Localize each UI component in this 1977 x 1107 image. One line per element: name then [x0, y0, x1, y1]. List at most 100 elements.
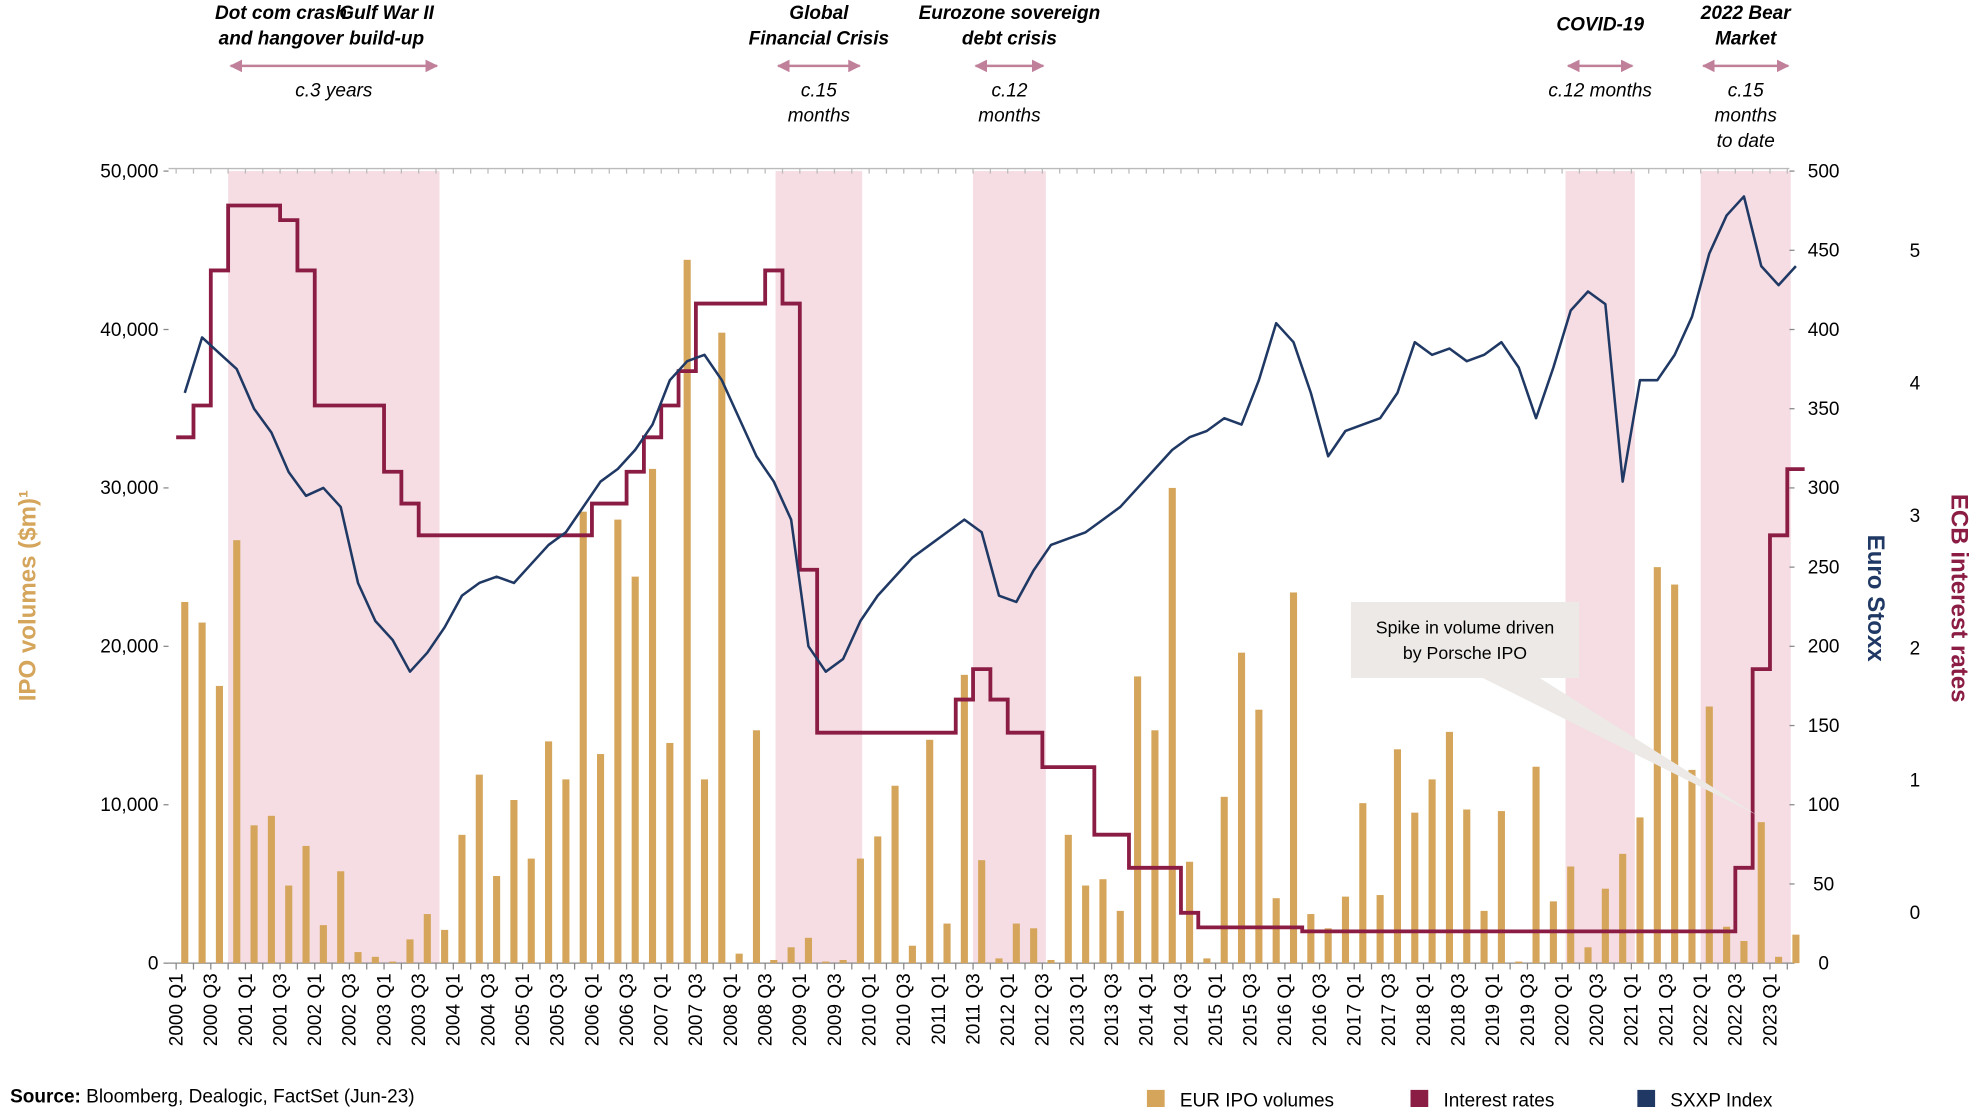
- bar: [389, 961, 397, 964]
- annotation-title: Dot com crash: [215, 3, 347, 24]
- callout-text: Spike in volume driven: [1376, 618, 1554, 638]
- bar: [614, 519, 622, 964]
- annotation-title: debt crisis: [962, 28, 1057, 49]
- bar: [319, 925, 327, 964]
- y3-tick-label: 0: [1910, 903, 1921, 924]
- bar: [1601, 888, 1609, 964]
- y2-tick-label: 300: [1808, 478, 1840, 499]
- x-tick-label: 2022 Q1: [1691, 973, 1712, 1046]
- bar: [1480, 910, 1488, 964]
- bar: [1428, 779, 1436, 964]
- y-axis-title: IPO volumes ($m)¹: [14, 490, 41, 701]
- bar: [1237, 652, 1246, 964]
- annotation-title: Financial Crisis: [749, 28, 889, 49]
- bar: [527, 858, 535, 964]
- y2-tick-label: 350: [1808, 399, 1840, 420]
- bar: [337, 871, 345, 964]
- y2-tick-label: 200: [1808, 637, 1840, 658]
- bar: [1168, 487, 1176, 964]
- bar: [1134, 676, 1142, 964]
- x-tick-label: 2011 Q3: [963, 973, 984, 1044]
- bar: [804, 937, 812, 964]
- x-tick-label: 2017 Q1: [1345, 973, 1366, 1046]
- y2-tick-label: 500: [1808, 161, 1840, 182]
- y2-tick-label: 400: [1808, 320, 1840, 341]
- bar: [597, 754, 605, 964]
- bar: [1151, 730, 1159, 964]
- bar: [683, 259, 691, 964]
- callout-box: [1350, 601, 1580, 679]
- annotation-duration: months: [1715, 106, 1778, 127]
- y-tick-label: 0: [148, 953, 159, 974]
- y3-tick-label: 4: [1910, 373, 1921, 394]
- source: Source: Bloomberg, Dealogic, FactSet (Ju…: [10, 1087, 414, 1107]
- y-tick-label: 30,000: [100, 478, 158, 499]
- bar: [406, 939, 414, 964]
- x-tick-label: 2011 Q1: [929, 973, 950, 1044]
- bar: [735, 953, 743, 964]
- x-tick-label: 2006 Q1: [582, 973, 603, 1046]
- bar: [1324, 928, 1332, 964]
- rate-line: [176, 203, 1805, 934]
- bar: [1671, 584, 1679, 964]
- bar: [666, 742, 674, 964]
- bar: [1705, 706, 1713, 964]
- bar: [822, 961, 830, 964]
- y3-tick-label: 2: [1910, 638, 1921, 659]
- x-tick-label: 2008 Q3: [756, 973, 777, 1046]
- x-tick-label: 2004 Q3: [478, 973, 499, 1046]
- y-tick-label: 40,000: [100, 320, 158, 341]
- callout-text: by Porsche IPO: [1403, 643, 1527, 663]
- x-tick-label: 2007 Q1: [652, 973, 673, 1046]
- y2-tick-label: 150: [1808, 716, 1840, 737]
- x-tick-label: 2006 Q3: [617, 973, 638, 1046]
- bar: [1064, 834, 1072, 964]
- bar: [839, 959, 847, 964]
- legend-swatch: [1637, 1089, 1656, 1107]
- bar: [1497, 811, 1505, 964]
- x-tick-label: 2010 Q1: [859, 973, 880, 1046]
- index-line: [183, 195, 1797, 673]
- annotation-title: and hangover: [219, 28, 345, 49]
- x-tick-label: 2007 Q3: [686, 973, 707, 1046]
- x-tick-label: 2016 Q1: [1275, 973, 1296, 1046]
- y3-axis-title: ECB interest rates: [1946, 494, 1973, 703]
- x-tick-label: 2005 Q3: [548, 973, 569, 1046]
- bar: [700, 779, 709, 964]
- bar: [267, 815, 275, 964]
- bar: [510, 799, 518, 964]
- bar: [874, 836, 882, 964]
- x-tick-label: 2017 Q3: [1379, 973, 1400, 1046]
- x-tick-label: 2002 Q1: [305, 973, 326, 1046]
- annotation-duration: to date: [1717, 131, 1775, 152]
- shaded-period: [775, 171, 863, 964]
- legend-swatch: [1146, 1089, 1165, 1107]
- bar: [1463, 809, 1471, 964]
- bar: [423, 914, 431, 964]
- bar: [1393, 749, 1402, 964]
- bar: [1099, 879, 1107, 964]
- bar: [908, 945, 916, 964]
- source-label: Source:: [10, 1087, 81, 1107]
- bar: [648, 468, 657, 964]
- bar: [1567, 866, 1575, 964]
- bar: [1220, 796, 1228, 964]
- bar: [562, 779, 570, 964]
- bar: [891, 785, 899, 964]
- bar: [926, 739, 934, 964]
- shaded-period: [1565, 171, 1635, 964]
- bar: [1515, 961, 1523, 964]
- annotation-title: Global: [789, 3, 849, 24]
- x-tick-label: 2009 Q3: [825, 973, 846, 1046]
- x-tick-label: 2001 Q3: [270, 973, 291, 1046]
- x-tick-label: 2013 Q3: [1102, 973, 1123, 1046]
- bar: [371, 956, 379, 964]
- shaded-period: [1700, 171, 1791, 964]
- bar: [1636, 817, 1644, 964]
- x-tick-label: 2019 Q1: [1483, 973, 1504, 1046]
- y3-tick-label: 3: [1910, 506, 1921, 527]
- bar: [1688, 769, 1696, 964]
- bar: [943, 923, 951, 964]
- bar: [1584, 947, 1592, 964]
- y3-tick-label: 5: [1910, 241, 1921, 262]
